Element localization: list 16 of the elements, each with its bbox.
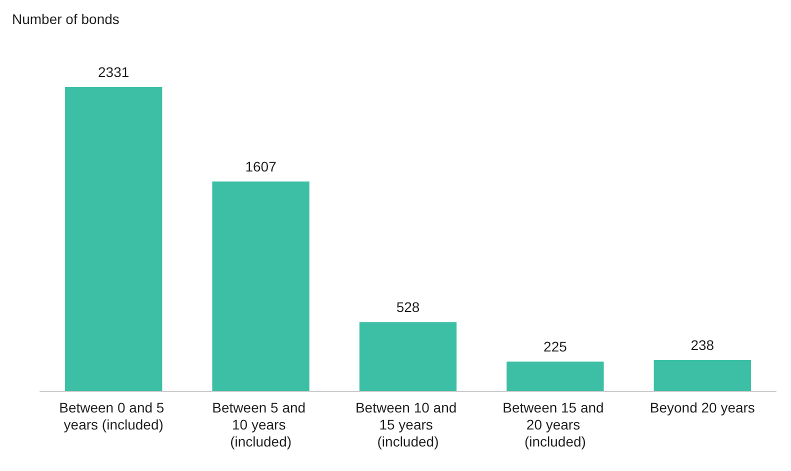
x-tick-label: Between 15 and 20 years (included) [502,400,608,450]
data-label: 528 [396,299,420,316]
bar [359,322,457,391]
x-tick-label: Between 10 and 15 years (included) [355,400,461,450]
y-axis-title: Number of bonds [12,11,120,27]
data-label: 2331 [98,64,130,80]
data-label: 238 [690,336,714,353]
x-tick-label: Between 0 and 5 years (included) [59,400,168,432]
x-tick-label: Beyond 20 years [650,400,755,416]
bar [212,181,310,391]
bar [654,360,751,391]
data-label: 1607 [245,158,277,174]
data-label: 225 [544,338,568,355]
bar [65,87,162,391]
x-tick-label: Between 5 and 10 years (included) [212,400,310,450]
bar [506,362,604,391]
